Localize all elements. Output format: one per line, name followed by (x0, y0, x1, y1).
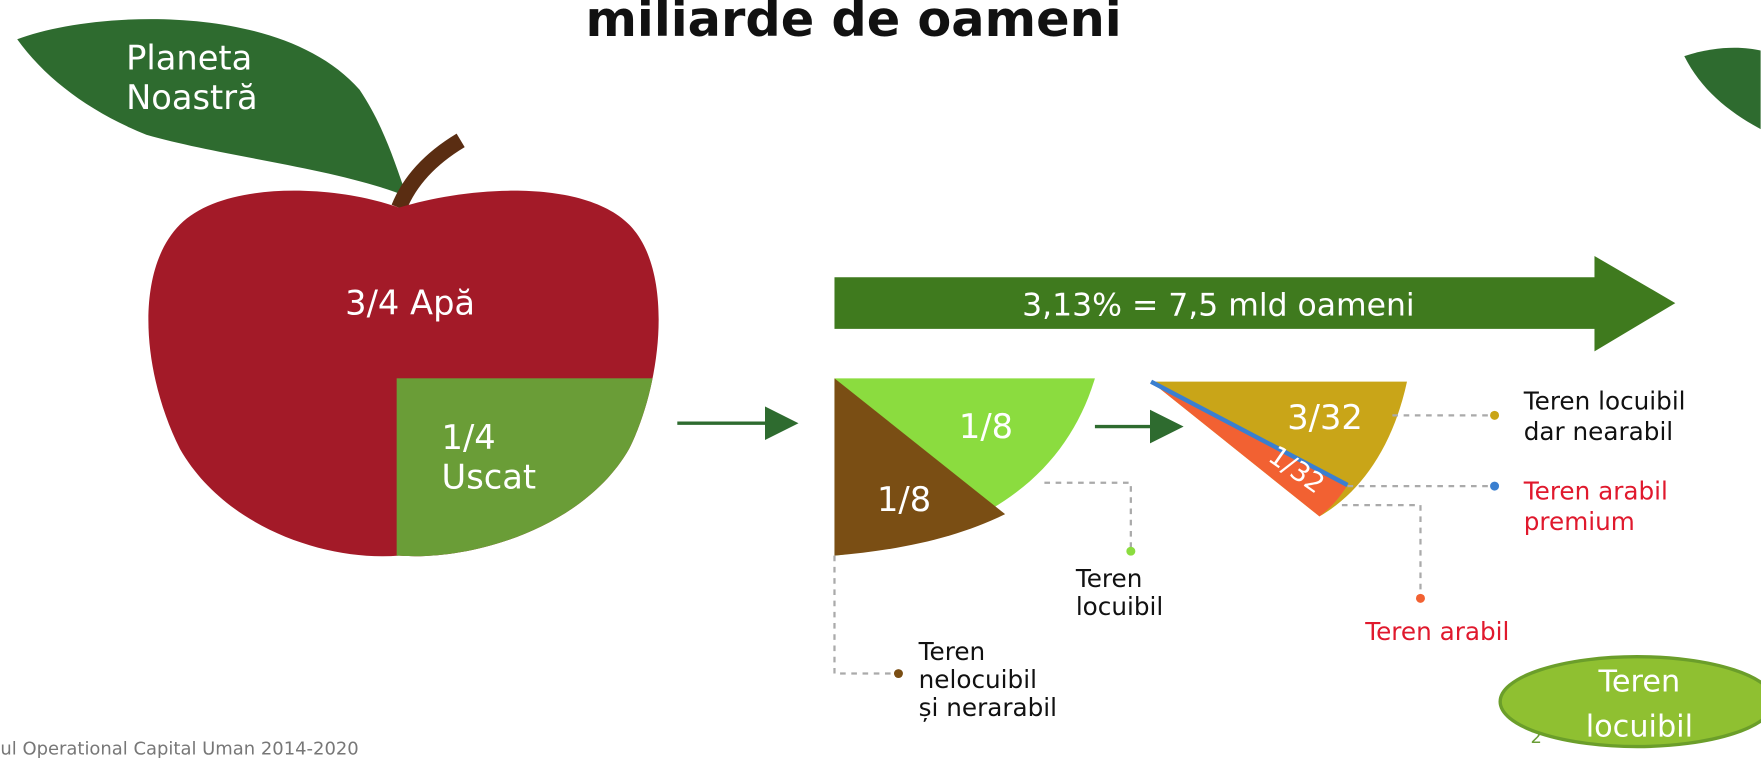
leader (1044, 483, 1130, 548)
leaf-right (1684, 48, 1760, 129)
water-label: 3/4 Apă (345, 283, 475, 322)
label: Teren arabil (1364, 617, 1509, 646)
dot (894, 669, 903, 678)
leaf-label: Noastră (126, 78, 258, 117)
dot (1416, 594, 1425, 603)
label: și nerarabil (919, 693, 1057, 722)
page: miliarde de oameni Planeta Noastră 3/4 A… (0, 0, 1761, 760)
label: Teren arabil (1523, 477, 1668, 506)
label: Teren (1075, 564, 1143, 593)
label: locuibil (1076, 592, 1163, 621)
land-label: 1/4 (442, 418, 496, 457)
fraction-label: 1/8 (959, 407, 1013, 446)
slide-title: miliarde de oameni (585, 0, 1121, 48)
footer: ul Operational Capital Uman 2014-2020 (0, 738, 358, 759)
label: premium (1524, 507, 1635, 536)
label: Teren locuibil (1523, 387, 1686, 416)
fraction-label: 1/8 (877, 480, 931, 519)
label: dar nearabil (1524, 417, 1673, 446)
banner-label: 3,13% = 7,5 mld oameni (1022, 287, 1414, 323)
fraction-label: 3/32 (1287, 398, 1363, 437)
leaf-label: Planeta (126, 39, 252, 78)
label: Teren (918, 637, 986, 666)
button-label[interactable]: locuibil (1586, 709, 1693, 744)
land-label: Uscat (442, 457, 536, 496)
slide: miliarde de oameni Planeta Noastră 3/4 A… (0, 0, 1761, 760)
dot (1490, 411, 1499, 420)
dot (1490, 482, 1499, 491)
button-label[interactable]: Teren (1598, 665, 1681, 700)
leader (834, 556, 893, 674)
dot (1126, 547, 1135, 556)
leader (1342, 505, 1421, 595)
label: nelocuibil (919, 665, 1037, 694)
